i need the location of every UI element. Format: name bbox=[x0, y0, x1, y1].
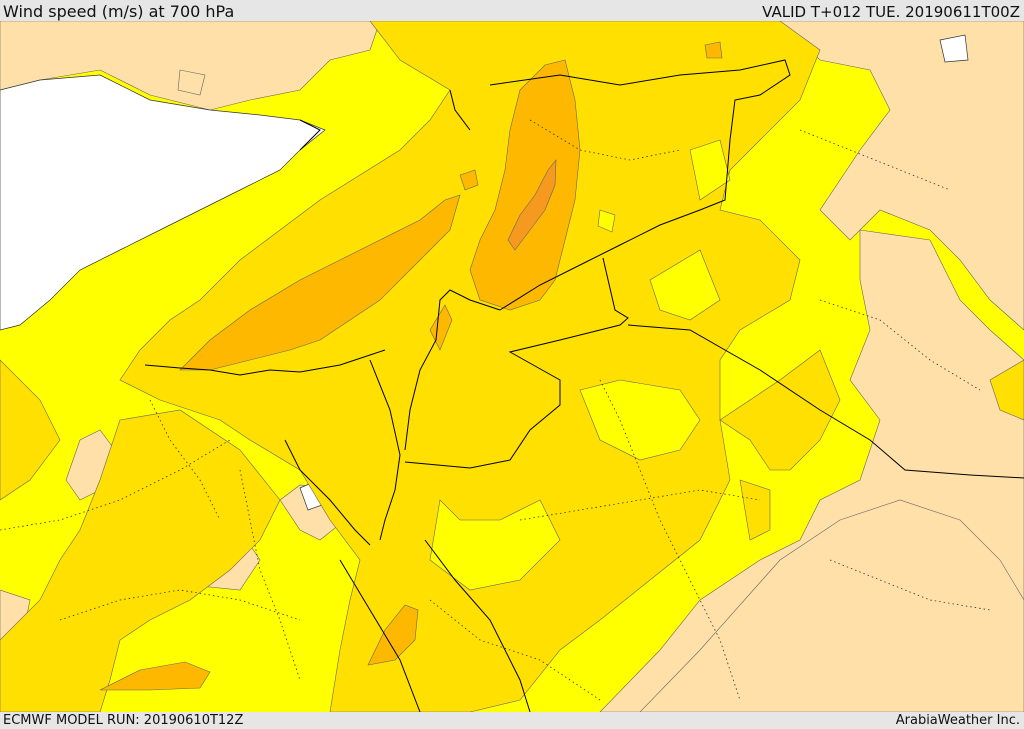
highest-speed-areas bbox=[507, 159, 557, 251]
footer-bar: ECMWF MODEL RUN: 20190610T12Z ArabiaWeat… bbox=[0, 712, 1024, 729]
higher-speed-areas bbox=[99, 41, 723, 691]
high-speed-areas bbox=[0, 21, 1024, 712]
valid-time: VALID T+012 TUE. 20190611T00Z bbox=[762, 3, 1020, 21]
map-canvas bbox=[0, 21, 1024, 712]
credit-label: ArabiaWeather Inc. bbox=[895, 713, 1020, 728]
model-run-label: ECMWF MODEL RUN: 20190610T12Z bbox=[3, 713, 244, 728]
wind-speed-map bbox=[0, 21, 1024, 712]
border-lines bbox=[144, 59, 1024, 712]
header-bar: Wind speed (m/s) at 700 hPa VALID T+012 … bbox=[0, 0, 1024, 21]
moderate-islands bbox=[429, 139, 731, 591]
admin-boundaries bbox=[0, 119, 991, 701]
map-title: Wind speed (m/s) at 700 hPa bbox=[3, 2, 235, 21]
